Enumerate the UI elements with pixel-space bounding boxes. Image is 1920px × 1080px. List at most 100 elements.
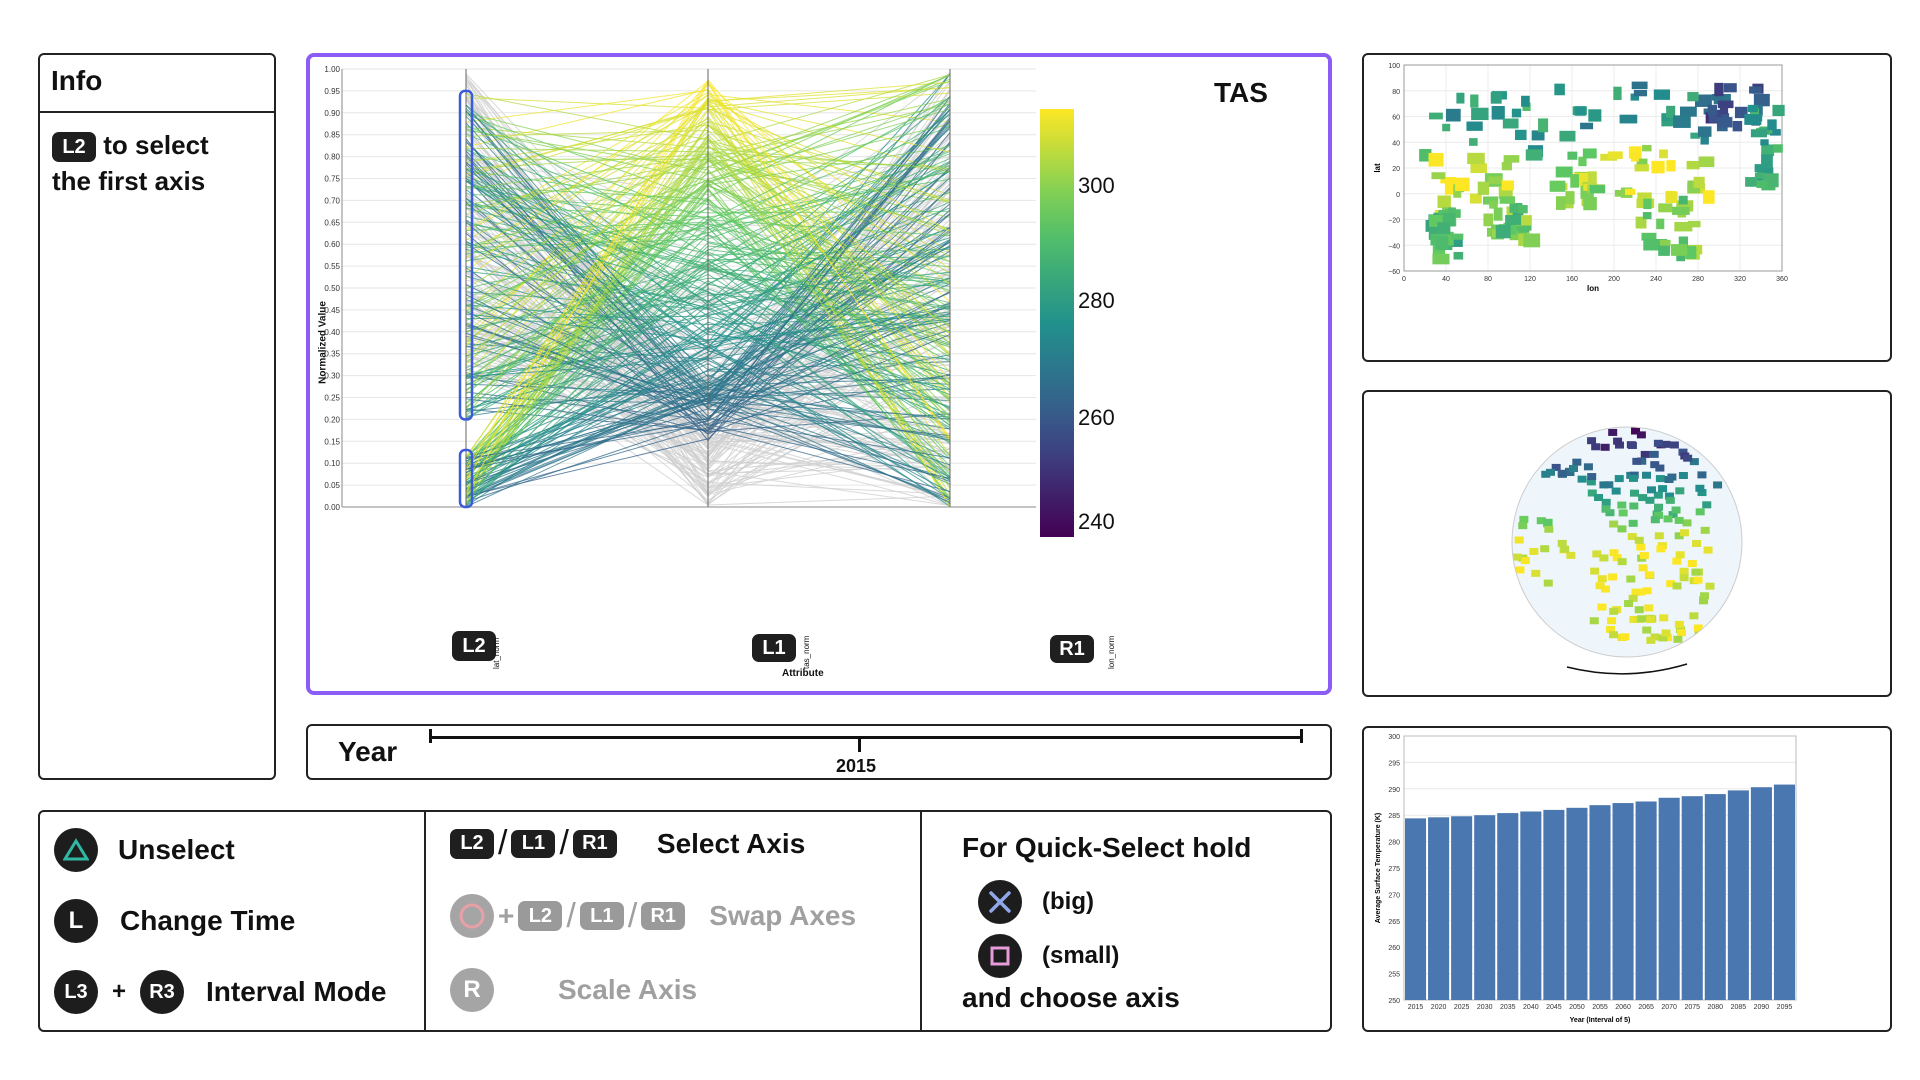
globe-cell [1634,606,1644,614]
pcp-ytick: 0.30 [324,372,340,381]
globe-cell [1557,469,1567,477]
map-cell [1538,118,1549,133]
pcp-legend-tick: 300 [1078,173,1115,198]
axis-label-lat: lat_norm [492,637,501,669]
globe-cell [1586,478,1596,486]
pcp-panel[interactable]: 1.00 0.95 0.90 0.85 0.80 0.75 0.70 0.65 0.60 0.55… [306,53,1332,695]
map-cell [1619,114,1638,124]
map-cell [1428,226,1440,240]
map-cell [1750,129,1768,138]
average-temperature-bar-chart[interactable]: 300 295 290 285 280 275 270 265 260 255 250 2015 202… [1364,728,1890,1030]
bar-ytick: 270 [1388,892,1400,899]
bar-xtick: 2055 [1592,1004,1608,1011]
map-cell [1676,200,1694,212]
map-cell [1651,160,1665,174]
map-cell [1749,86,1762,94]
bar-ylabel: Average Surface Temperature (K) [1375,813,1382,923]
axis-button-l1[interactable]: L1 [752,634,796,662]
bar-2060 [1612,803,1634,1000]
globe-cell [1545,468,1555,476]
map-ytick: 60 [1392,115,1400,122]
map-cell [1665,191,1678,203]
globe-cell [1646,486,1656,494]
globe-panel[interactable] [1362,390,1892,697]
map-cell [1511,108,1522,118]
map-ylabel: lat [1373,163,1382,173]
map-cell [1630,93,1640,101]
globe-cell [1597,603,1607,611]
map-cell [1633,89,1648,97]
globe-cell [1663,634,1673,642]
globe-cell [1587,489,1597,497]
globe-cell [1679,529,1689,537]
globe-cell [1614,475,1624,483]
bar-panel[interactable]: 300 295 290 285 280 275 270 265 260 255 250 2015 202… [1362,726,1892,1032]
axis-button-r1[interactable]: R1 [1050,635,1094,663]
map-cell [1697,126,1712,137]
map-cell [1483,213,1494,227]
year-panel[interactable]: Year 2015 [306,724,1332,780]
legend-title: TAS [1214,77,1268,108]
bar-2030 [1474,815,1496,1000]
map-cell [1717,100,1734,109]
map-xtick: 120 [1524,276,1536,283]
pcp-ytick: 0.45 [324,306,340,315]
map-cell [1549,180,1566,192]
pcp-ytick: 0.15 [324,437,340,446]
globe-cell [1658,485,1668,493]
map-cell [1469,138,1478,146]
pcp-ytick: 0.70 [324,196,340,205]
scale-axis-label: Scale Axis [558,974,698,1005]
bar-ytick: 295 [1388,760,1400,767]
globe-cell [1601,498,1611,506]
globe-cell [1543,579,1553,587]
globe-cell [1587,437,1597,445]
globe-cell [1697,471,1707,479]
map-cell [1567,151,1578,160]
l1-button-icon: L1 [511,829,556,858]
year-slider-thumb[interactable] [858,736,861,752]
globe-cell [1637,615,1647,623]
map-cell [1450,233,1464,240]
map-panel[interactable]: 100 80 60 40 20 0 −20 −40 −60 0 40 80 120 160 200 240 28… [1362,53,1892,362]
map-cell [1574,106,1586,116]
pcp-ylabel: Normalized Value [317,301,329,384]
parallel-coordinates-plot[interactable]: 1.00 0.95 0.90 0.85 0.80 0.75 0.70 0.65 0.60 0.55… [310,57,1328,691]
globe-temperature-map[interactable] [1364,392,1890,695]
globe-cell [1613,437,1623,445]
map-frame [1403,64,1783,272]
bar-xtick: 2045 [1546,1004,1562,1011]
globe-cell [1679,574,1689,582]
pcp-ytick: 0.50 [324,284,340,293]
axis-button-l2[interactable]: L2 [452,631,496,661]
globe-cell [1618,509,1628,517]
globe-cell [1697,489,1707,497]
bar-xtick: 2090 [1754,1004,1770,1011]
map-cell [1580,122,1594,130]
controls-divider-2 [920,812,922,1030]
globe-cell [1689,458,1699,466]
map-cell [1518,205,1528,214]
pcp-legend-tick: 260 [1078,405,1115,430]
map-cell [1666,105,1676,118]
map-cell [1734,106,1748,119]
globe-cell [1664,492,1674,500]
year-slider-right-cap [1300,729,1303,743]
globe-cell [1628,594,1638,602]
map-cell [1760,139,1769,146]
pcp-ytick: 0.10 [324,459,340,468]
map-cell [1501,180,1515,191]
year-slider-track[interactable] [430,736,1302,739]
globe-cell [1666,580,1676,588]
bar-ytick: 275 [1388,866,1400,873]
map-cell [1747,104,1758,113]
bar-ytick: 260 [1388,945,1400,952]
map-cell [1753,93,1770,107]
pcp-brush-upper [458,89,474,421]
pcp-ytick: 1.00 [324,65,340,74]
map-cell [1495,224,1511,239]
map-cell [1711,94,1725,101]
unselect-label: Unselect [118,834,235,865]
globe-cell [1640,450,1650,458]
